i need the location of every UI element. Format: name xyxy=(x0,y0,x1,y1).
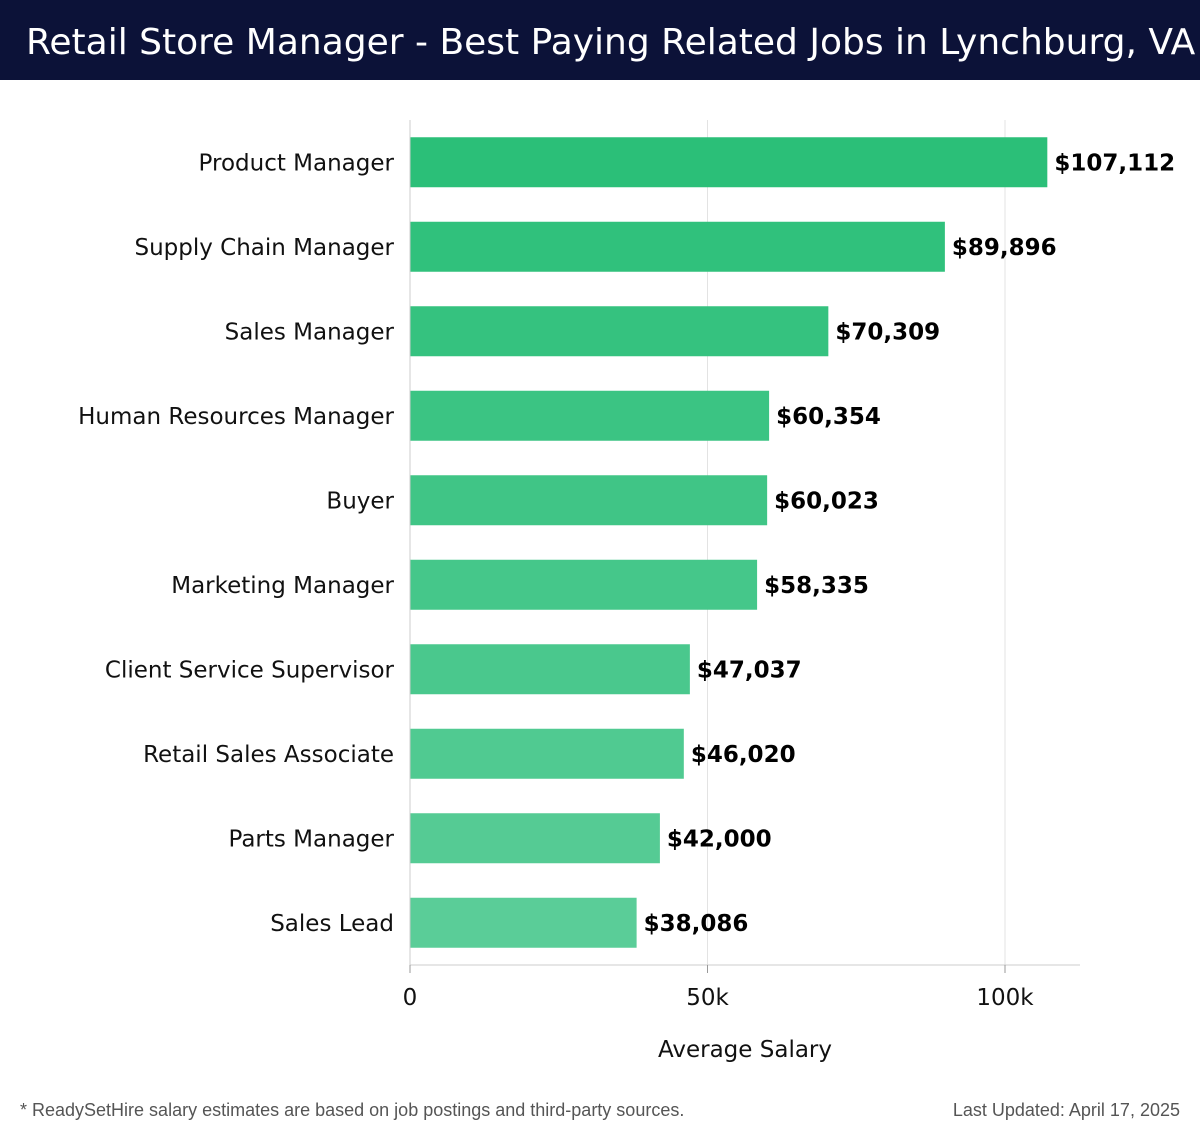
bar xyxy=(410,897,637,948)
bar xyxy=(410,644,690,695)
footer-note: * ReadySetHire salary estimates are base… xyxy=(20,1100,685,1120)
data-label: $70,309 xyxy=(835,319,940,345)
x-tick-label: 100k xyxy=(976,985,1034,1011)
category-label: Supply Chain Manager xyxy=(134,235,394,261)
bar xyxy=(410,728,684,779)
x-axis-title: Average Salary xyxy=(658,1037,832,1063)
chart-header: Retail Store Manager - Best Paying Relat… xyxy=(0,0,1200,80)
bar xyxy=(410,306,829,357)
category-label: Product Manager xyxy=(199,150,395,176)
bar-chart: Product Manager $107,112 Supply Chain Mana… xyxy=(78,120,1175,1063)
category-label: Marketing Manager xyxy=(171,573,394,599)
data-label: $42,000 xyxy=(667,826,772,852)
chart-title: Retail Store Manager - Best Paying Relat… xyxy=(26,22,1196,63)
category-label: Human Resources Manager xyxy=(78,404,394,430)
category-label: Retail Sales Associate xyxy=(143,742,394,768)
category-label: Buyer xyxy=(326,488,394,514)
bar xyxy=(410,475,768,526)
bar xyxy=(410,137,1048,188)
last-updated: Last Updated: April 17, 2025 xyxy=(952,1100,1180,1120)
data-label: $38,086 xyxy=(644,911,749,937)
data-label: $58,335 xyxy=(764,573,869,599)
bar xyxy=(410,221,945,272)
bar xyxy=(410,813,660,864)
data-label: $107,112 xyxy=(1054,150,1175,176)
data-label: $46,020 xyxy=(691,742,796,768)
data-label: $60,354 xyxy=(776,404,881,430)
category-label: Sales Lead xyxy=(270,911,394,937)
data-label: $89,896 xyxy=(952,235,1057,261)
category-label: Client Service Supervisor xyxy=(105,657,395,683)
category-label: Parts Manager xyxy=(228,826,394,852)
data-label: $47,037 xyxy=(697,657,802,683)
bar xyxy=(410,559,758,610)
category-label: Sales Manager xyxy=(225,319,395,345)
x-tick-label: 0 xyxy=(403,985,418,1011)
bar xyxy=(410,390,770,441)
data-label: $60,023 xyxy=(774,488,879,514)
x-tick-label: 50k xyxy=(686,985,729,1011)
